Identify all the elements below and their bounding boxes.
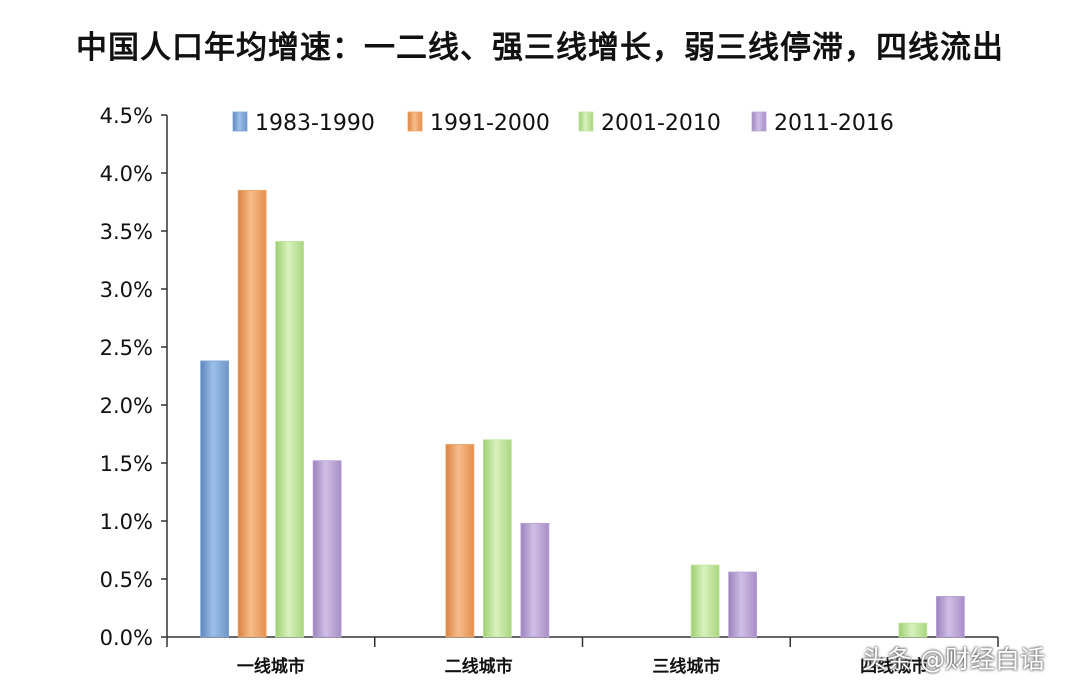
bar-2011-2016-一线城市 bbox=[312, 460, 342, 638]
y-tick-label: 1.5% bbox=[100, 452, 153, 476]
legend-swatch bbox=[751, 111, 767, 132]
y-tick-label: 0.0% bbox=[100, 626, 153, 650]
x-tick-label: 二线城市 bbox=[445, 656, 513, 677]
bar-2011-2016-四线城市 bbox=[935, 596, 965, 638]
y-tick-label: 2.0% bbox=[100, 394, 153, 418]
legend-label: 1983-1990 bbox=[255, 111, 375, 136]
bar-2011-2016-三线城市 bbox=[728, 571, 758, 638]
legend-swatch bbox=[232, 111, 248, 132]
legend-swatch bbox=[578, 111, 594, 132]
legend-swatch bbox=[407, 111, 423, 132]
legend-label: 1991-2000 bbox=[430, 111, 550, 136]
bar-2001-2010-四线城市 bbox=[898, 622, 928, 638]
x-tick-label: 三线城市 bbox=[652, 656, 720, 677]
bar-2011-2016-二线城市 bbox=[520, 522, 550, 638]
bar-1983-1990-一线城市 bbox=[200, 360, 230, 638]
chart-title: 中国人口年均增速：一二线、强三线增长，弱三线停滞，四线流出 bbox=[76, 30, 1004, 66]
legend-label: 2001-2010 bbox=[601, 111, 721, 136]
axes: 0.0% 0.5% 1.0% 1.5% 2.0% 2.5% 3.0% 3.5% 4.0% 4.5%… bbox=[100, 104, 999, 677]
legend: 1983-1990 1991-2000 2001-2010 2011-2016 bbox=[232, 111, 894, 136]
bar-2001-2010-二线城市 bbox=[482, 439, 512, 638]
y-tick-label: 2.5% bbox=[100, 336, 153, 360]
y-tick-label: 1.0% bbox=[100, 510, 153, 534]
bar-2001-2010-三线城市 bbox=[690, 564, 720, 638]
watermark: 头条 @财经白话 bbox=[862, 645, 1045, 674]
bars bbox=[200, 189, 965, 638]
legend-label: 2011-2016 bbox=[774, 111, 894, 136]
bar-1991-2000-一线城市 bbox=[237, 189, 267, 638]
y-tick-label: 0.5% bbox=[100, 568, 153, 592]
y-tick-label: 3.0% bbox=[100, 278, 153, 302]
x-tick-label: 四线城市 bbox=[860, 656, 928, 677]
y-tick-label: 4.0% bbox=[100, 162, 153, 186]
y-tick-label: 4.5% bbox=[100, 104, 153, 128]
x-tick-label: 一线城市 bbox=[237, 656, 305, 677]
bar-2001-2010-一线城市 bbox=[275, 241, 305, 638]
bar-1991-2000-二线城市 bbox=[445, 444, 475, 638]
y-tick-label: 3.5% bbox=[100, 220, 153, 244]
